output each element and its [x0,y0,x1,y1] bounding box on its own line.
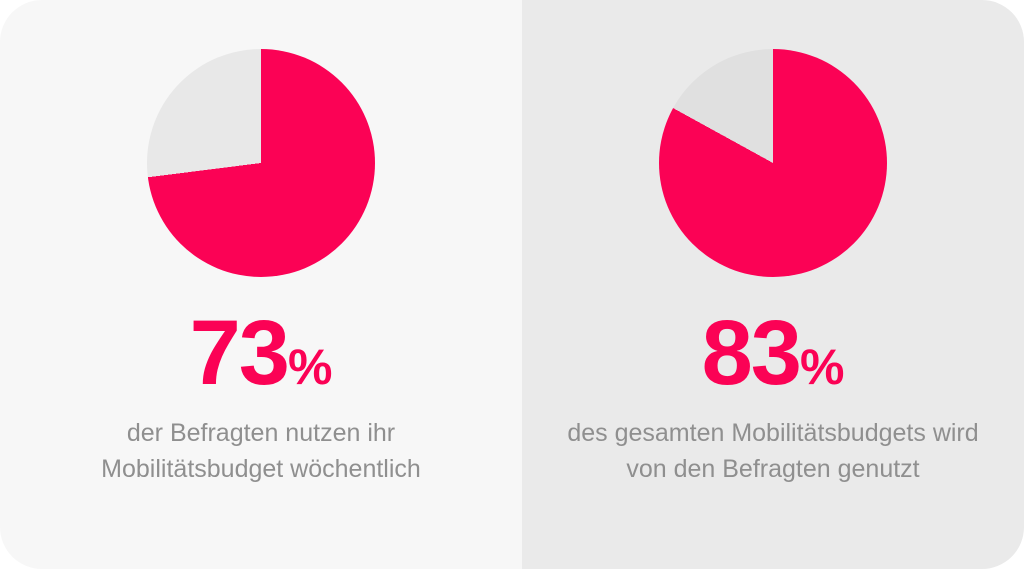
caption-line-2: von den Befragten genutzt [626,455,920,483]
caption-weekly-usage: der Befragten nutzen ihr Mobilitätsbudge… [101,415,421,487]
pie-chart-weekly-usage [147,49,375,277]
percentage-value-weekly-usage: 73% [190,307,333,399]
caption-line-2: Mobilitätsbudget wöchentlich [101,455,421,483]
caption-line-1: des gesamten Mobilitätsbudgets wird [567,419,979,447]
panel-weekly-usage: 73% der Befragten nutzen ihr Mobilitätsb… [101,49,421,487]
caption-line-1: der Befragten nutzen ihr [126,419,396,447]
percent-sign: % [799,339,845,395]
percentage-digits: 73 [189,302,290,404]
caption-budget-utilization: des gesamten Mobilitätsbudgets wird von … [567,415,978,487]
pie-chart-budget-utilization [659,49,887,277]
panel-budget-utilization: 83% des gesamten Mobilitätsbudgets wird … [522,0,1024,569]
percentage-digits: 83 [701,302,802,404]
percent-sign: % [287,339,333,395]
percentage-value-budget-utilization: 83% [702,307,845,399]
